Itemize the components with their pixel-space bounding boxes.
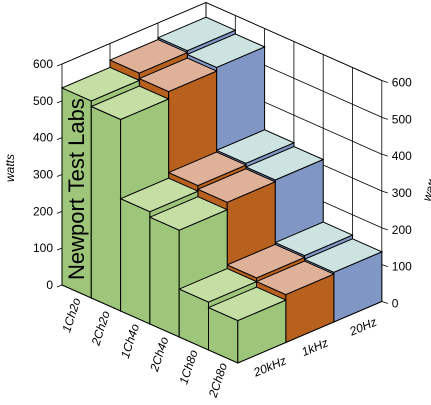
y-tick-mark: [56, 210, 63, 214]
y-tick-label: 0: [392, 297, 399, 311]
y-tick-mark: [381, 190, 388, 194]
y-tick-label: 100: [392, 260, 412, 274]
y-tick-label: 600: [33, 57, 53, 71]
bar-top-face: [90, 85, 170, 121]
category-label: 1Ch2o: [59, 296, 83, 334]
y-tick-mark: [56, 284, 63, 288]
bar-top-face: [108, 39, 189, 74]
bar-front-face: [90, 105, 122, 312]
watermark-text: Newport Test Labs: [64, 98, 89, 280]
y-tick-mark: [381, 153, 388, 157]
y-tick-mark: [381, 264, 388, 268]
y-tick-mark: [56, 247, 63, 251]
y-tick-mark: [381, 80, 388, 83]
bar-top-face: [156, 16, 237, 52]
bar-top-face: [196, 168, 277, 203]
series-label: 20Hz: [347, 315, 379, 339]
bar-top-face: [148, 196, 229, 231]
y-tick-mark: [56, 174, 63, 177]
bar-top-face: [119, 177, 200, 213]
y-tick-label: 100: [33, 241, 53, 255]
bar-group: [60, 16, 384, 364]
y-tick-label: 500: [33, 94, 53, 108]
y-tick-mark: [56, 137, 63, 141]
bar-top-face: [255, 260, 336, 296]
category-label: 1Ch8o: [176, 348, 200, 386]
series-label: 1kHz: [300, 335, 331, 359]
category-label: 2Ch2o: [88, 309, 113, 348]
bar-front-face: [120, 197, 151, 325]
y-tick-label: 400: [392, 149, 412, 163]
category-label: 1Ch4o: [118, 322, 142, 360]
y-tick-mark: [381, 301, 388, 304]
bar: [207, 286, 288, 364]
y-tick-label: 300: [33, 168, 53, 182]
bar-top-face: [244, 145, 325, 181]
bar-top-face: [138, 57, 218, 93]
bar-top-face: [167, 151, 248, 187]
y-axis-title-left: watts: [3, 154, 17, 182]
category-label: 2Ch4o: [147, 335, 172, 374]
y-tick-label: 200: [33, 204, 53, 218]
bar-top-face: [273, 221, 354, 257]
y-tick-label: 600: [392, 76, 412, 90]
series-label: 20kHz: [251, 353, 289, 380]
y-tick-label: 0: [46, 278, 53, 292]
y-tick-mark: [56, 63, 63, 67]
bar-top-face: [215, 129, 296, 164]
y-tick-mark: [381, 227, 388, 231]
bar-top-face: [60, 66, 141, 102]
value-gridline: [61, 2, 382, 81]
y-tick-label: 500: [392, 112, 412, 126]
bar-top-face: [303, 238, 384, 273]
bar-top-face: [186, 33, 266, 68]
category-label: 2Ch8o: [205, 361, 230, 400]
y-tick-mark: [381, 116, 388, 120]
y-tick-mark: [56, 100, 63, 104]
y-tick-label: 300: [392, 186, 412, 200]
bar-top-face: [225, 243, 306, 279]
y-axis-title-right: watts: [420, 172, 431, 203]
bar-top-face: [207, 286, 288, 322]
y-tick-label: 400: [33, 131, 53, 145]
bar-top-face: [177, 268, 258, 303]
y-tick-label: 200: [392, 223, 412, 237]
bar-front-face: [149, 216, 180, 338]
